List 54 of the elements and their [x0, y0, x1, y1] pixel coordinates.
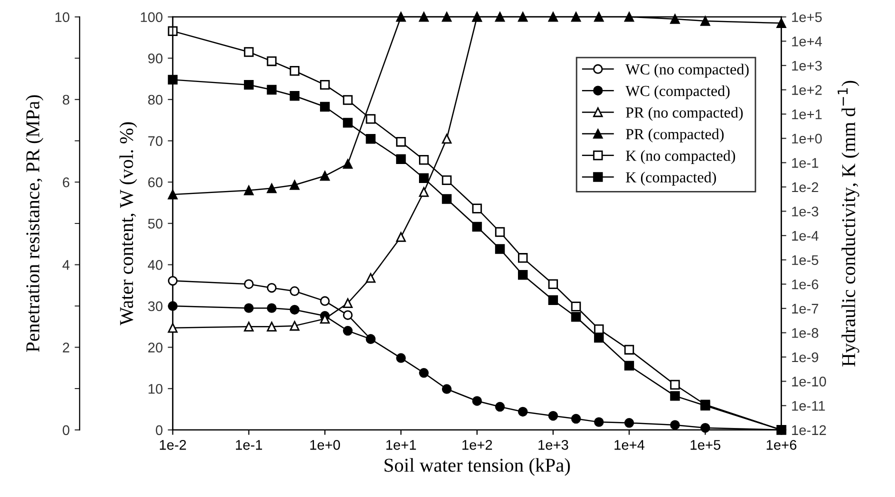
y-tick-label: 1e-11 — [792, 401, 825, 411]
y3-tick-label: 2 — [62, 342, 70, 352]
y2-tick-label: 50 — [148, 218, 162, 229]
y-tick-label: 1e+3 — [792, 60, 822, 71]
y2-tick-label: 0 — [156, 425, 162, 436]
y-tick-label: 1e-9 — [792, 352, 818, 362]
legend-label: K (compacted) — [626, 172, 716, 186]
y2-tick-label: 70 — [148, 136, 162, 146]
y2-tick-label: 60 — [148, 177, 162, 188]
y-tick-label: 1e+2 — [792, 85, 822, 95]
y3-tick-label: 0 — [62, 425, 70, 436]
x-tick-label: 1e+3 — [538, 440, 568, 450]
x-tick-label: 1e+5 — [690, 440, 720, 450]
y2-tick-label: 80 — [148, 94, 162, 105]
x-axis-title: Soil water tension (kPa) — [384, 458, 570, 476]
y-tick-label: 1e-4 — [792, 231, 818, 241]
y3-tick-label: 4 — [62, 260, 70, 270]
y-tick-label: 1e+4 — [792, 36, 822, 46]
x-tick-label: 1e+6 — [766, 440, 796, 450]
y2-tick-label: 30 — [148, 301, 162, 312]
y-tick-label: 1e+5 — [792, 12, 822, 22]
y2-axis-title: Water content, W (vol. %) — [119, 122, 138, 326]
x-tick-label: 1e+1 — [386, 440, 416, 450]
y-tick-label: 1e-10 — [792, 376, 826, 386]
x-tick-label: 1e+0 — [310, 440, 340, 450]
legend-label: WC (compacted) — [625, 85, 730, 100]
legend-label: PR (compacted) — [626, 128, 724, 142]
y2-tick-label: 90 — [148, 54, 162, 64]
y2-tick-label: 100 — [140, 12, 162, 22]
legend-label: PR (no compacted) — [626, 106, 743, 121]
y3-axis-title: Penetration resistance, PR (MPa) — [26, 95, 44, 352]
y3-tick-label: 10 — [56, 12, 70, 22]
y2-tick-label: 20 — [148, 342, 162, 352]
y2-tick-label: 40 — [148, 260, 162, 270]
x-tick-label: 1e+4 — [614, 440, 644, 450]
x-tick-label: 1e-1 — [236, 440, 262, 450]
y-tick-label: 1e-7 — [792, 304, 818, 314]
y-tick-label: 1e-6 — [792, 279, 818, 290]
y2-tick-label: 10 — [148, 384, 162, 394]
y-tick-label: 1e+0 — [792, 134, 822, 144]
y-tick-label: 1e-12 — [792, 425, 826, 436]
y-tick-label: 1e-2 — [792, 182, 818, 192]
y-tick-label: 1e+1 — [792, 110, 822, 120]
x-tick-label: 1e-2 — [160, 440, 186, 450]
y-tick-label: 1e-3 — [792, 206, 818, 216]
legend-label: WC (no compacted) — [625, 64, 749, 78]
legend-label: K (no compacted) — [626, 150, 736, 164]
x-tick-label: 1e+2 — [462, 440, 492, 450]
y-tick-label: 1e-5 — [792, 255, 818, 266]
y-tick-label: 1e-1 — [792, 158, 818, 168]
y-axis-title: Hydraulic conductivity, K (mm d$^{−1}$) — [838, 80, 860, 366]
y-tick-label: 1e-8 — [792, 328, 818, 338]
y3-tick-label: 8 — [62, 94, 70, 105]
y3-tick-label: 6 — [62, 177, 70, 188]
